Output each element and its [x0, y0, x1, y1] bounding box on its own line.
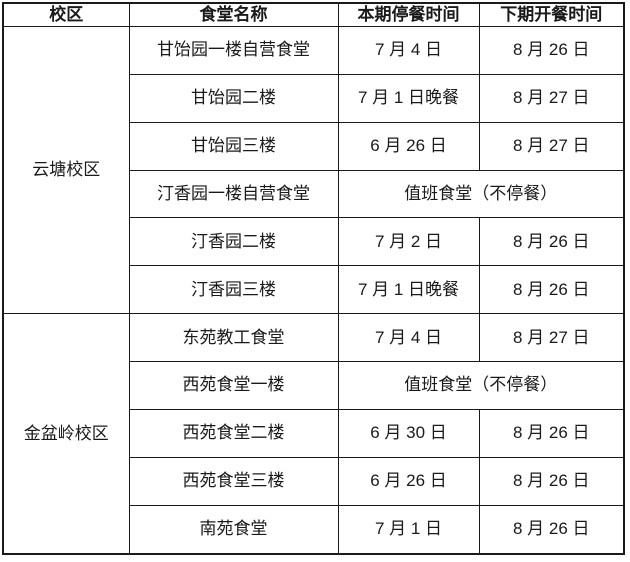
duty-canteen-cell: 值班食堂（不停餐） [337, 169, 625, 219]
stop-date-cell: 7 月 4 日 [337, 313, 480, 362]
header-row: 校区 食堂名称 本期停餐时间 下期开餐时间 [2, 2, 625, 28]
canteen-cell: 汀香园三楼 [128, 265, 339, 315]
table-row: 金盆岭校区 东苑教工食堂 7 月 4 日 8 月 27 日 [2, 313, 625, 555]
table-row: 南苑食堂 7 月 1 日 8 月 26 日 [3, 504, 625, 555]
table-row: 西苑食堂一楼 值班食堂（不停餐） [3, 361, 625, 410]
table-row: 汀香园一楼自营食堂 值班食堂（不停餐） [3, 169, 625, 219]
table-header: 校区 食堂名称 本期停餐时间 下期开餐时间 [2, 2, 625, 28]
table-body: 云塘校区 甘饴园一楼自营食堂 7 月 4 日 8 月 26 日 甘饴园二楼 7 … [2, 26, 625, 555]
table-row: 云塘校区 甘饴园一楼自营食堂 7 月 4 日 8 月 26 日 [2, 26, 625, 315]
canteen-cell: 南苑食堂 [128, 504, 339, 555]
header-cell-campus: 校区 [2, 2, 130, 28]
stop-date-cell: 7 月 1 日晚餐 [337, 265, 480, 315]
stop-date-cell: 6 月 30 日 [337, 408, 480, 458]
open-date-cell: 8 月 26 日 [478, 265, 625, 315]
table-row: 汀香园二楼 7 月 2 日 8 月 26 日 [3, 217, 625, 267]
stop-date-cell: 7 月 1 日 [337, 504, 480, 555]
table-row: 甘饴园三楼 6 月 26 日 8 月 27 日 [3, 121, 625, 171]
header-cell-stop-time: 本期停餐时间 [337, 2, 480, 28]
duty-canteen-cell: 值班食堂（不停餐） [337, 361, 625, 410]
table-row: 汀香园三楼 7 月 1 日晚餐 8 月 26 日 [3, 265, 625, 315]
canteen-cell: 西苑食堂二楼 [128, 408, 339, 458]
open-date-cell: 8 月 26 日 [478, 217, 625, 267]
open-date-cell: 8 月 27 日 [478, 121, 625, 171]
stop-date-cell: 7 月 1 日晚餐 [337, 73, 480, 123]
stop-date-cell: 6 月 26 日 [337, 121, 480, 171]
canteen-schedule-table: 校区 食堂名称 本期停餐时间 下期开餐时间 云塘校区 甘饴园一楼自营食堂 7 月… [2, 2, 625, 555]
canteen-cell: 汀香园二楼 [128, 217, 339, 267]
open-date-cell: 8 月 26 日 [478, 408, 625, 458]
campus-cell-jinpenling: 金盆岭校区 [2, 313, 130, 555]
open-date-cell: 8 月 26 日 [478, 504, 625, 555]
header-cell-open-time: 下期开餐时间 [478, 2, 625, 28]
open-date-cell: 8 月 27 日 [478, 313, 625, 362]
open-date-cell: 8 月 26 日 [478, 26, 625, 75]
stop-date-cell: 7 月 2 日 [337, 217, 480, 267]
table-row: 西苑食堂二楼 6 月 30 日 8 月 26 日 [3, 408, 625, 458]
campus-cell-yuntang: 云塘校区 [2, 26, 130, 315]
canteen-cell: 汀香园一楼自营食堂 [128, 169, 339, 219]
canteen-cell: 东苑教工食堂 [128, 313, 339, 362]
open-date-cell: 8 月 26 日 [478, 456, 625, 506]
canteen-cell: 西苑食堂一楼 [128, 361, 339, 410]
canteen-cell: 甘饴园一楼自营食堂 [128, 26, 339, 75]
open-date-cell: 8 月 27 日 [478, 73, 625, 123]
table-row: 甘饴园二楼 7 月 1 日晚餐 8 月 27 日 [3, 73, 625, 123]
stop-date-cell: 7 月 4 日 [337, 26, 480, 75]
canteen-cell: 甘饴园三楼 [128, 121, 339, 171]
table-row: 西苑食堂三楼 6 月 26 日 8 月 26 日 [3, 456, 625, 506]
header-cell-canteen: 食堂名称 [128, 2, 339, 28]
canteen-cell: 甘饴园二楼 [128, 73, 339, 123]
canteen-cell: 西苑食堂三楼 [128, 456, 339, 506]
stop-date-cell: 6 月 26 日 [337, 456, 480, 506]
